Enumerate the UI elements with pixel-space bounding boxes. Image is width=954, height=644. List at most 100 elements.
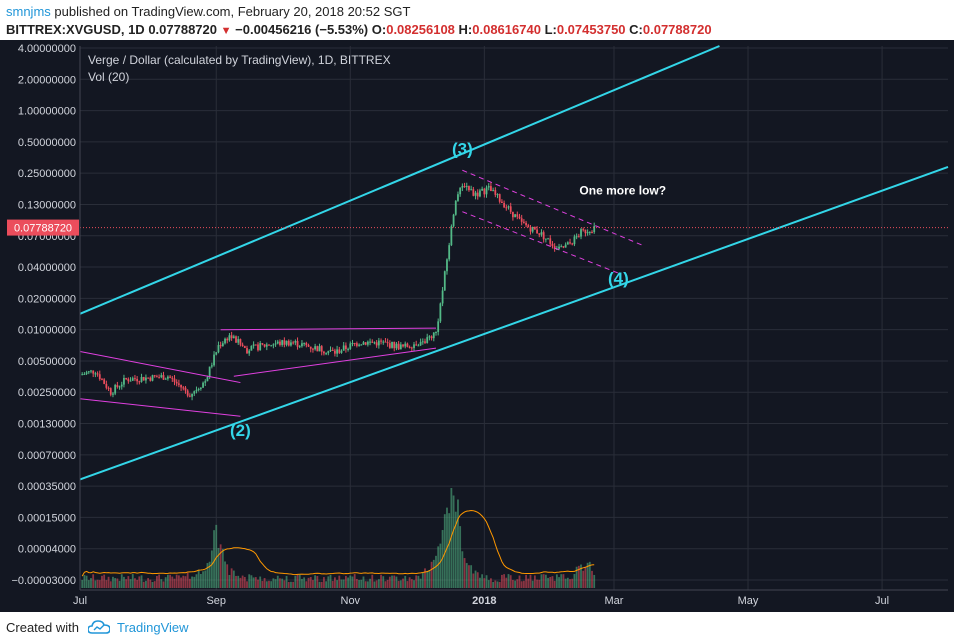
volume-bar <box>492 581 495 588</box>
candle-body <box>424 341 426 343</box>
volume-bar <box>424 568 426 588</box>
candle-body <box>206 377 209 382</box>
volume-bar <box>452 495 455 588</box>
volume-bar <box>90 578 92 588</box>
candle-body <box>382 341 385 343</box>
volume-bar <box>555 574 558 588</box>
volume-bar <box>364 581 367 588</box>
volume-bar <box>292 581 295 588</box>
volume-bar <box>505 577 508 588</box>
candle-body <box>371 341 374 343</box>
candle-body <box>107 387 110 389</box>
author-link[interactable]: smnjms <box>6 4 51 19</box>
candle-body <box>101 379 103 381</box>
candle-body <box>388 343 391 348</box>
grid-lines <box>79 46 948 590</box>
volume-bar <box>496 581 499 588</box>
volume-bar <box>520 581 523 588</box>
candle-body <box>103 379 106 384</box>
down-triangle-icon: ▼ <box>220 25 232 37</box>
volume-bar <box>283 580 286 588</box>
candle-body <box>520 218 523 222</box>
volume-bar <box>221 548 224 588</box>
tradingview-link[interactable]: TradingView <box>117 620 189 635</box>
volume-bar <box>250 575 253 588</box>
volume-bar <box>265 581 268 588</box>
volume-moving-average <box>81 509 595 577</box>
candle-body <box>94 373 97 375</box>
volume-bar <box>514 580 516 588</box>
volume-bar <box>81 580 84 588</box>
candle-body <box>147 377 150 379</box>
volume-bar <box>426 570 429 588</box>
volume-bar <box>180 577 182 588</box>
volume-bar <box>413 580 415 588</box>
volume-bar <box>538 579 541 588</box>
candle-body <box>318 346 321 352</box>
volume-bar <box>529 574 532 588</box>
volume-bar <box>490 578 492 588</box>
candle-body <box>268 344 270 346</box>
candle-body <box>116 385 119 387</box>
tradingview-cloud-icon <box>88 620 110 634</box>
volume-bar <box>98 580 101 588</box>
candle-body <box>426 337 429 343</box>
candle-body <box>586 232 589 234</box>
candle-body <box>531 226 534 232</box>
candle-body <box>175 381 178 384</box>
candle-body <box>393 341 396 349</box>
volume-bar <box>384 581 387 588</box>
candle-body <box>584 229 587 234</box>
candle-body <box>364 342 367 345</box>
candle-body <box>544 238 547 240</box>
candle-body <box>250 345 253 351</box>
volume-bar <box>96 579 99 588</box>
volume-bar <box>454 511 457 588</box>
candle-body <box>232 336 235 339</box>
last-price: 0.07788720 <box>148 22 217 37</box>
volume-bar <box>375 580 378 588</box>
candle-body <box>270 345 273 347</box>
candle-body <box>428 336 431 338</box>
candle-body <box>582 229 585 231</box>
candle-body <box>391 341 393 348</box>
candle-body <box>169 376 171 378</box>
volume-bar <box>558 577 560 588</box>
candle-body <box>514 214 516 218</box>
candle-body <box>331 349 334 351</box>
volume-bar <box>325 581 328 588</box>
volume-bar <box>303 577 306 588</box>
volume-bar <box>472 573 475 588</box>
volume-bar <box>274 579 277 588</box>
volume-bar <box>580 564 582 588</box>
x-tick-label: Sep <box>206 595 226 607</box>
volume-bar <box>571 578 574 588</box>
volume-bar <box>393 575 396 588</box>
candle-body <box>437 321 440 332</box>
volume-bar <box>551 576 554 588</box>
volume-bar <box>208 561 211 588</box>
candle-body <box>96 373 99 375</box>
price-chart[interactable]: (2) (3) (4) One more low? 4.00000000 2.00000… <box>0 40 954 612</box>
volume-bar <box>501 574 503 588</box>
candle-body <box>173 378 176 382</box>
volume-bar <box>584 566 587 588</box>
volume-bar <box>123 576 125 588</box>
volume-bar <box>230 568 233 588</box>
candle-body <box>490 186 492 192</box>
candle-body <box>542 232 545 240</box>
candle-body <box>351 343 354 345</box>
candle-body <box>303 343 306 345</box>
volume-bar <box>450 488 453 588</box>
candle-body <box>151 375 154 381</box>
volume-bar <box>202 571 204 588</box>
candle-body <box>588 231 591 233</box>
candle-body <box>373 342 376 344</box>
x-tick-label: Nov <box>341 595 361 607</box>
candle-body <box>522 221 525 223</box>
close-value: 0.07788720 <box>642 22 712 37</box>
volume-ma-line <box>81 509 595 577</box>
candle-body <box>395 343 398 349</box>
volume-bar <box>344 575 347 588</box>
candle-body <box>496 194 499 196</box>
